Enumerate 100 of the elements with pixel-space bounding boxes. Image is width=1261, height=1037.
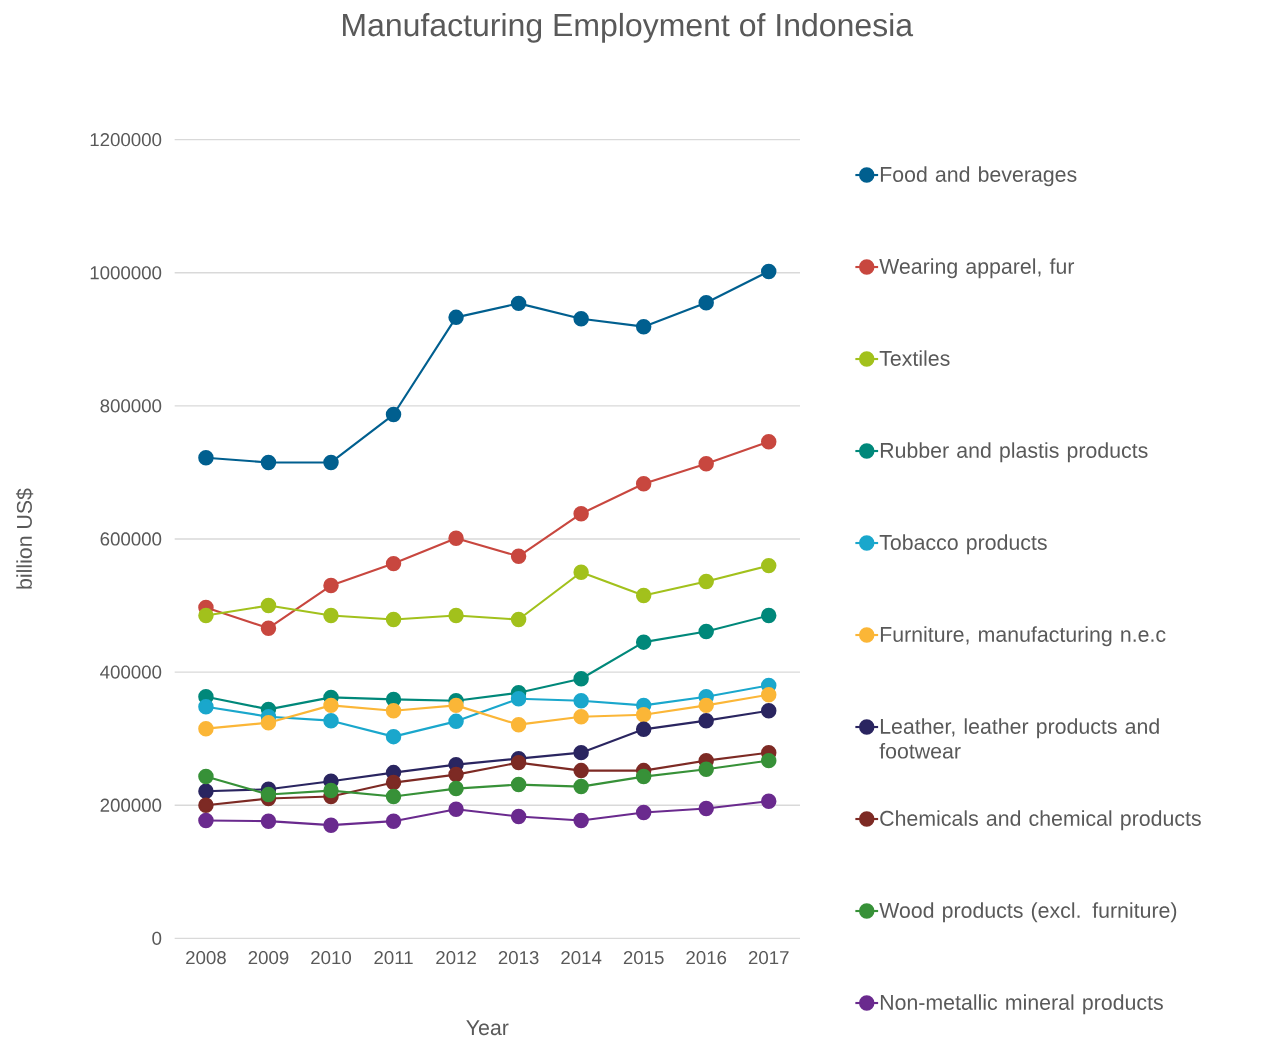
point [698,697,714,714]
point [573,744,589,761]
point [448,697,464,714]
legend-label: Rubber and plastis products [880,442,1148,463]
legend-label: Textiles [879,350,950,366]
point [448,713,464,730]
point [510,754,527,771]
x-tick-label: 2012 [436,951,476,965]
point [573,812,589,829]
point [260,813,277,829]
x-tick-label: 2011 [374,951,413,965]
point [323,607,339,624]
point [635,587,652,604]
legend-label: Chemicals and chemical products [880,810,1201,831]
point [323,817,339,833]
point [698,800,714,817]
point [323,697,339,714]
x-tick-label: 2015 [623,951,664,965]
point [198,698,214,715]
point [573,310,589,327]
chart-title: Manufacturing Employment of Indonesia [343,12,914,43]
point [573,692,589,709]
point [260,454,277,471]
x-tick-label: 2008 [186,951,226,965]
point [635,706,652,723]
point [573,505,589,522]
point [760,752,777,769]
point [635,768,652,785]
y-tick-label: 0 [152,931,162,945]
point [698,294,714,311]
y-tick-label: 400000 [100,665,162,679]
point [198,768,214,785]
x-tick-label: 2009 [248,951,289,965]
point [635,804,652,821]
point [385,555,402,572]
point [510,295,527,312]
x-tick-label: 2016 [686,951,727,965]
y-axis-title: billion US$ [15,488,34,589]
y-tick-label: 600000 [100,532,162,546]
point [510,611,527,628]
point [635,721,652,738]
legend-label: Wood products (excl. furniture) [879,902,1177,923]
point [260,714,277,731]
point [448,766,464,783]
x-axis-title: Year [466,1020,509,1036]
x-tick-label: 2010 [311,951,352,965]
point [198,450,214,466]
point [385,611,402,628]
point [760,607,777,624]
point [448,780,464,797]
legend-label: Non-metallic mineral products [880,994,1163,1015]
point [198,607,214,624]
point [385,788,402,805]
x-tick-label: 2013 [498,951,539,965]
point [510,716,527,733]
point [385,813,402,829]
point [573,564,589,580]
point [698,456,714,472]
point [510,690,527,707]
point [573,762,589,779]
y-tick-label: 200000 [100,798,162,812]
point [760,702,777,719]
point [385,702,402,719]
point [198,720,214,737]
point [385,728,402,745]
point [698,761,714,777]
legend-label: Food and beverages [880,166,1077,187]
point [635,318,652,335]
point [260,786,277,803]
point [448,801,464,817]
point [573,778,589,795]
legend-label: Wearing apparel, fur [879,258,1075,279]
point [198,812,214,829]
point [323,712,339,729]
point [260,597,277,614]
point [698,573,714,590]
legend-label: Leather, leather products and footwear [879,718,1159,759]
point [573,708,589,725]
y-tick-label: 1000000 [90,266,162,280]
y-tick-label: 1200000 [90,133,162,147]
point [510,548,527,565]
point [448,309,464,326]
point [760,263,777,280]
point [635,634,652,650]
point [385,406,402,423]
point [510,808,527,825]
point [510,776,527,793]
point [573,671,589,687]
point [323,454,339,471]
point [760,434,777,450]
point [635,476,652,492]
point [323,577,339,594]
point [323,782,339,799]
point [760,686,777,703]
x-tick-label: 2017 [748,951,789,965]
point [385,774,402,791]
point [260,620,277,636]
point [198,797,214,813]
point [198,783,214,799]
x-tick-label: 2014 [561,951,602,965]
